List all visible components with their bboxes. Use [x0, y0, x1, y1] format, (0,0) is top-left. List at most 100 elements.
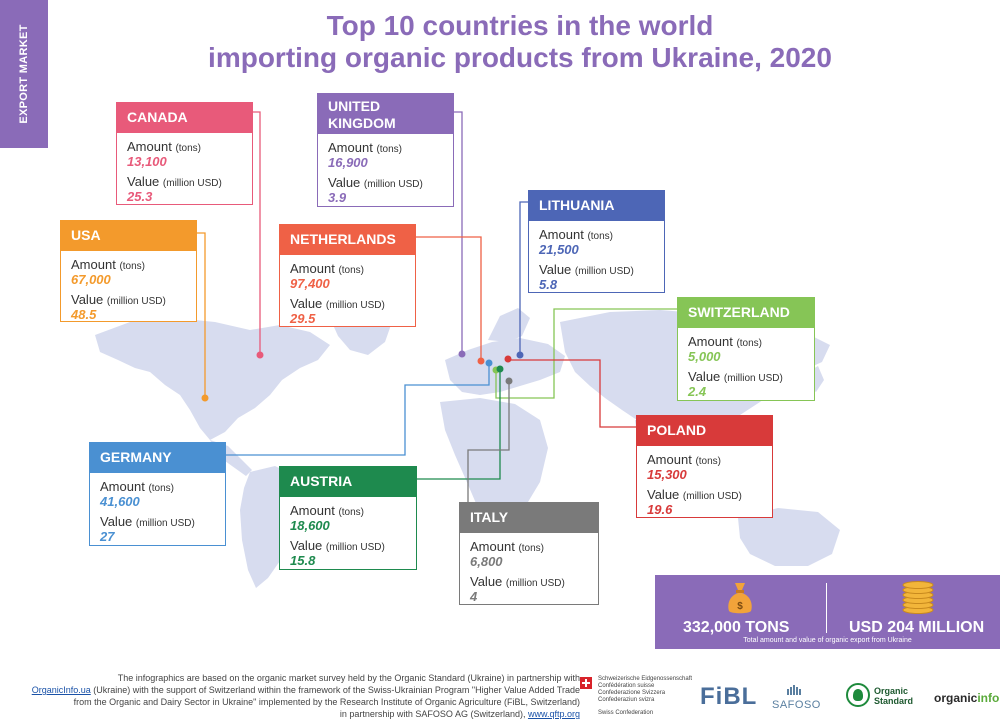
amount-value-austria: 18,600 [290, 518, 330, 533]
marker-germany [485, 359, 493, 367]
value-label: Value (million USD) [328, 175, 423, 190]
amount-value-canada: 13,100 [127, 154, 167, 169]
card-header-poland: POLAND [637, 416, 772, 446]
organicinfo-logo: organicinfo [934, 691, 1000, 705]
svg-text:$: $ [737, 601, 743, 612]
organic-standard-logo: Organic Standard [874, 686, 914, 706]
connector-lines [196, 111, 677, 502]
country-card-italy: ITALY Amount (tons) 6,800 Value (million… [459, 502, 599, 605]
safoso-logo: SAFOSO [772, 699, 821, 711]
marker-lithuania [516, 351, 524, 359]
country-card-netherlands: NETHERLANDS Amount (tons) 97,400 Value (… [279, 224, 416, 327]
value-label: Value (million USD) [647, 487, 742, 502]
connector-lithuania [519, 201, 528, 354]
connector-usa [196, 232, 206, 396]
export-market-tab: EXPORT MARKET [0, 0, 48, 148]
amount-label: Amount (tons) [290, 261, 364, 276]
swiss-confederation-logo: Schweizerische Eidgenossenschaft Confédé… [598, 676, 693, 703]
page-title-line1: Top 10 countries in the world [326, 10, 714, 41]
connector-netherlands [416, 236, 482, 360]
connector-italy [467, 382, 510, 502]
country-card-germany: GERMANY Amount (tons) 41,600 Value (mill… [89, 442, 226, 546]
card-header-uk: UNITED KINGDOM [318, 94, 453, 134]
marker-poland [504, 355, 512, 363]
value-label: Value (million USD) [290, 538, 385, 553]
qftp-link[interactable]: www.qftp.org [527, 709, 580, 719]
amount-value-poland: 15,300 [647, 467, 687, 482]
organicinfo-link[interactable]: OrganicInfo.ua [31, 685, 91, 695]
total-summary-panel: $ 332,000 TONS USD 204 MILLION Total amo… [655, 575, 1000, 649]
amount-value-netherlands: 97,400 [290, 276, 330, 291]
amount-value-lithuania: 21,500 [539, 242, 579, 257]
value-value-uk: 3.9 [328, 190, 347, 205]
country-card-uk: UNITED KINGDOM Amount (tons) 16,900 Valu… [317, 93, 454, 207]
country-card-usa: USA Amount (tons) 67,000 Value (million … [60, 220, 197, 322]
country-markers [201, 350, 524, 402]
total-tons: 332,000 TONS [683, 619, 790, 636]
summary-caption: Total amount and value of organic export… [743, 637, 912, 644]
footer-source-note: The infographics are based on the organi… [31, 673, 580, 719]
card-header-canada: CANADA [117, 103, 252, 133]
value-value-italy: 4 [470, 589, 478, 604]
value-label: Value (million USD) [539, 262, 634, 277]
connector-austria [417, 370, 501, 480]
card-header-austria: AUSTRIA [280, 467, 416, 497]
value-value-poland: 19.6 [647, 502, 673, 517]
amount-label: Amount (tons) [71, 257, 145, 272]
connector-canada [252, 111, 261, 353]
amount-label: Amount (tons) [127, 139, 201, 154]
value-label: Value (million USD) [71, 292, 166, 307]
page-title-line2: importing organic products from Ukraine,… [208, 42, 832, 73]
amount-value-italy: 6,800 [470, 554, 503, 569]
value-label: Value (million USD) [290, 296, 385, 311]
value-value-lithuania: 5.8 [539, 277, 558, 292]
marker-canada [256, 351, 264, 359]
swiss-confederation-sub: Swiss Confederation [598, 710, 654, 716]
card-header-netherlands: NETHERLANDS [280, 225, 415, 255]
marker-italy [505, 377, 513, 385]
country-card-austria: AUSTRIA Amount (tons) 18,600 Value (mill… [279, 466, 417, 570]
card-header-germany: GERMANY [90, 443, 225, 473]
marker-netherlands [477, 357, 485, 365]
marker-uk [458, 350, 466, 358]
amount-label: Amount (tons) [328, 140, 402, 155]
amount-label: Amount (tons) [470, 539, 544, 554]
value-value-germany: 27 [100, 529, 115, 544]
value-label: Value (million USD) [470, 574, 565, 589]
connector-uk [454, 111, 463, 352]
swiss-flag-icon [580, 677, 592, 689]
value-value-canada: 25.3 [127, 189, 153, 204]
value-value-switzerland: 2.4 [688, 384, 707, 399]
value-value-usa: 48.5 [71, 307, 97, 322]
safoso-mark-icon [787, 685, 801, 695]
amount-value-germany: 41,600 [100, 494, 140, 509]
marker-austria [496, 365, 504, 373]
amount-label: Amount (tons) [688, 334, 762, 349]
marker-usa [201, 394, 209, 402]
amount-label: Amount (tons) [647, 452, 721, 467]
value-label: Value (million USD) [688, 369, 783, 384]
value-label: Value (million USD) [127, 174, 222, 189]
country-card-poland: POLAND Amount (tons) 15,300 Value (milli… [636, 415, 773, 518]
connector-poland [508, 359, 636, 428]
amount-label: Amount (tons) [100, 479, 174, 494]
country-card-canada: CANADA Amount (tons) 13,100 Value (milli… [116, 102, 253, 205]
total-usd: USD 204 MILLION [849, 619, 985, 636]
money-bag-icon: $ [728, 583, 752, 614]
amount-label: Amount (tons) [539, 227, 613, 242]
value-value-austria: 15.8 [290, 553, 316, 568]
amount-value-switzerland: 5,000 [688, 349, 721, 364]
amount-value-usa: 67,000 [71, 272, 111, 287]
amount-label: Amount (tons) [290, 503, 364, 518]
card-header-switzerland: SWITZERLAND [678, 298, 814, 328]
connector-germany [226, 362, 490, 456]
amount-value-uk: 16,900 [328, 155, 368, 170]
organic-standard-logo-icon [846, 683, 870, 707]
summary-divider [826, 583, 827, 633]
coin-stack-icon [902, 581, 934, 614]
value-value-netherlands: 29.5 [290, 311, 316, 326]
card-header-lithuania: LITHUANIA [529, 191, 664, 221]
card-header-usa: USA [61, 221, 196, 251]
country-card-lithuania: LITHUANIA Amount (tons) 21,500 Value (mi… [528, 190, 665, 293]
value-label: Value (million USD) [100, 514, 195, 529]
